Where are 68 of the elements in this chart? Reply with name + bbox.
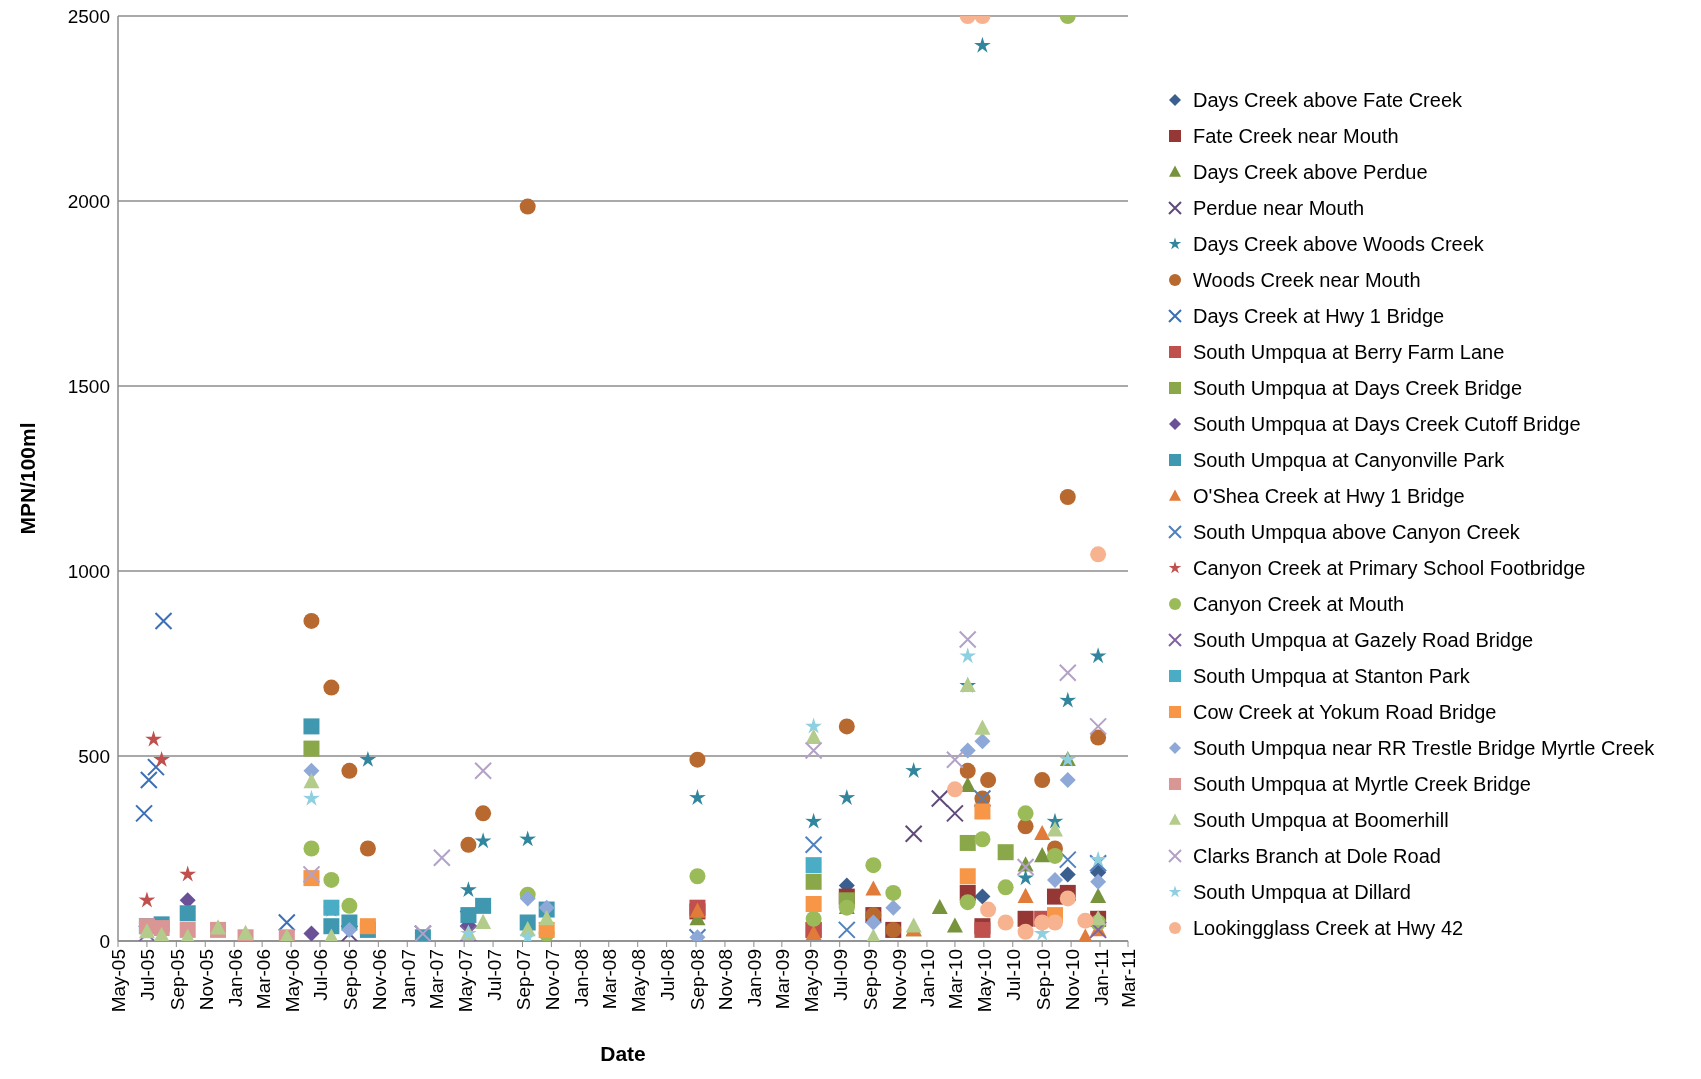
x-tick-label: Mar-06 [252,949,274,1010]
x-tick-label: Sep-06 [339,949,361,1011]
x-axis-title: Date [600,1042,646,1065]
legend-label: Clarks Branch at Dole Road [1193,844,1441,869]
x-tick-label: May-09 [801,949,823,1013]
x-tick-label: Jan-09 [744,949,766,1008]
legend-label: Perdue near Mouth [1193,196,1365,221]
legend-label: Days Creek above Fate Creek [1193,88,1463,113]
x-tick-label: May-06 [281,949,303,1013]
legend-label: Days Creek above Woods Creek [1193,232,1484,257]
legend-label: Fate Creek near Mouth [1193,124,1399,149]
legend-label: South Umpqua at Berry Farm Lane [1193,340,1505,365]
y-tick-label: 2500 [67,5,110,27]
x-tick-label: Jan-10 [917,949,939,1008]
x-tick-label: Jan-11 [1090,949,1112,1006]
legend-label: South Umpqua at Days Creek Bridge [1193,376,1523,401]
legend-label: South Umpqua near RR Trestle Bridge Myrtle Creek [1193,736,1655,761]
x-tick-label: May-07 [454,949,476,1013]
x-tick-label: Nov-05 [195,949,217,1011]
y-tick-label: 2000 [67,190,110,212]
y-axis-title: MPN/100ml [16,422,40,535]
x-tick-label: Jul-05 [137,949,159,1001]
x-tick-label: Jan-07 [397,949,419,1008]
legend-label: Canyon Creek at Mouth [1193,592,1405,617]
legend-label: South Umpqua at Myrtle Creek Bridge [1193,772,1531,797]
legend-label: South Umpqua at Gazely Road Bridge [1193,628,1534,653]
x-tick-label: Nov-06 [368,949,390,1011]
x-tick-label: May-10 [974,949,996,1013]
legend-label: Days Creek at Hwy 1 Bridge [1193,304,1445,329]
x-tick-label: Mar-08 [599,949,621,1010]
x-tick-label: Sep-07 [512,949,534,1011]
legend-label: O'Shea Creek at Hwy 1 Bridge [1193,484,1465,509]
x-tick-label: Mar-10 [945,949,967,1010]
legend-label: Days Creek above Perdue [1193,160,1428,185]
x-tick-label: Sep-09 [859,949,881,1011]
x-tick-label: Nov-09 [888,949,910,1011]
x-tick-label: Nov-08 [715,949,737,1011]
x-tick-label: Sep-10 [1032,949,1054,1011]
x-tick-label: Jul-10 [1003,949,1025,1001]
legend-label: Canyon Creek at Primary School Footbridge [1193,556,1586,581]
y-tick-label: 500 [78,745,110,767]
y-tick-label: 1000 [67,560,110,582]
y-tick-label: 1500 [67,375,110,397]
legend-label: South Umpqua at Canyonville Park [1193,448,1505,473]
x-tick-label: Jan-06 [224,949,246,1008]
legend-label: Lookingglass Creek at Hwy 42 [1193,916,1464,941]
legend-label: South Umpqua at Dillard [1193,880,1411,905]
x-tick-label: Mar-11 [1118,949,1140,1008]
legend-label: South Umpqua above Canyon Creek [1193,520,1520,545]
x-tick-label: Jul-07 [483,949,505,1001]
legend-label: South Umpqua at Days Creek Cutoff Bridge [1193,412,1581,437]
x-tick-label: Nov-10 [1061,949,1083,1011]
legend-label: South Umpqua at Boomerhill [1193,808,1449,833]
legend-label: Cow Creek at Yokum Road Bridge [1193,700,1497,725]
legend-label: South Umpqua at Stanton Park [1193,664,1470,689]
x-tick-label: Jul-06 [310,949,332,1001]
legend-label: Woods Creek near Mouth [1193,268,1421,293]
y-tick-label: 0 [99,930,110,952]
x-tick-label: Jul-08 [657,949,679,1001]
x-tick-label: Jul-09 [830,949,852,1001]
x-tick-label: Nov-07 [541,949,563,1011]
x-tick-label: Sep-08 [686,949,708,1011]
x-tick-label: Mar-09 [772,949,794,1010]
x-tick-label: Sep-05 [166,949,188,1011]
x-tick-label: May-08 [628,949,650,1013]
x-tick-label: Mar-07 [425,949,447,1010]
x-tick-label: May-05 [108,949,130,1013]
x-tick-label: Jan-08 [570,949,592,1008]
